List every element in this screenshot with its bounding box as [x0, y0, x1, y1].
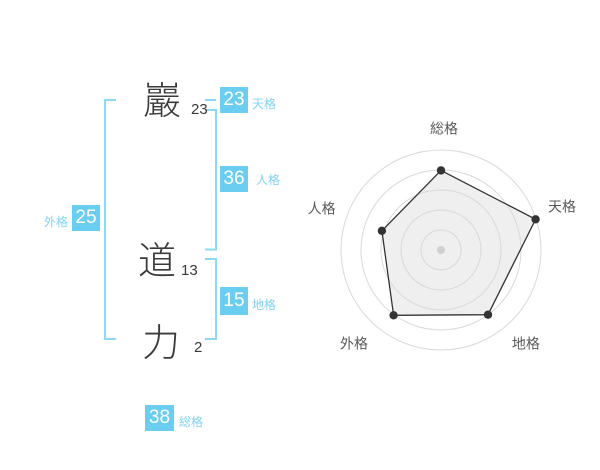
svg-text:地格: 地格: [512, 336, 540, 352]
svg-text:天格: 天格: [548, 199, 576, 215]
svg-text:総格: 総格: [430, 121, 458, 137]
svg-text:人格: 人格: [308, 201, 336, 217]
svg-text:外格: 外格: [340, 336, 368, 352]
